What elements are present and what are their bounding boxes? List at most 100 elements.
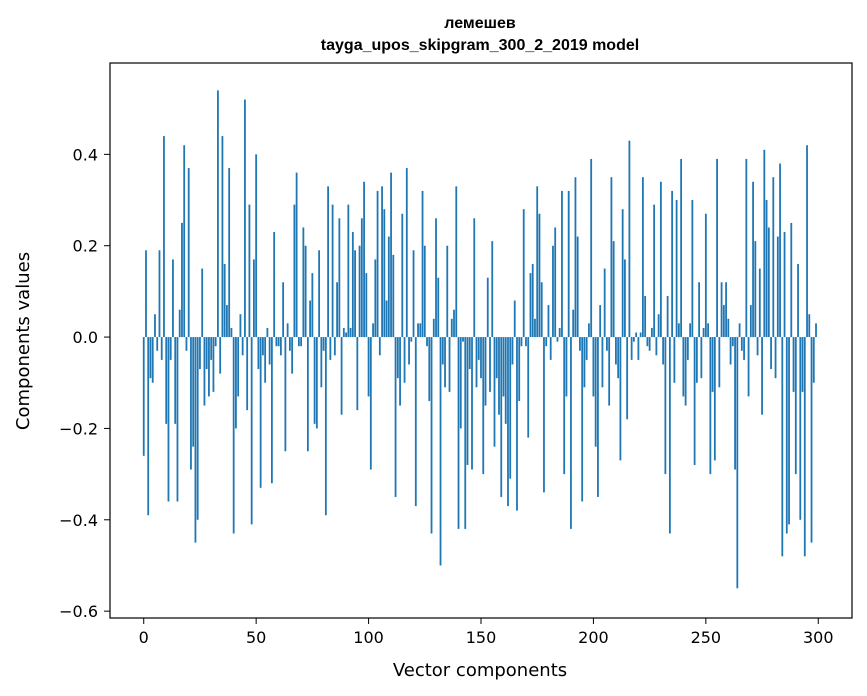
bar	[228, 168, 231, 338]
bar	[727, 318, 730, 338]
x-tick-label: 200	[578, 628, 609, 647]
bar	[704, 213, 707, 338]
bar	[639, 332, 642, 338]
bar	[711, 337, 714, 392]
bar	[282, 282, 285, 338]
bar	[160, 337, 163, 360]
bar	[763, 149, 766, 338]
bar	[383, 209, 386, 338]
bar	[752, 181, 754, 338]
bar	[650, 327, 653, 338]
bar	[689, 323, 692, 338]
bar	[767, 227, 770, 338]
y-tick-label: −0.2	[59, 419, 98, 438]
bar	[288, 337, 291, 351]
bar	[302, 227, 305, 338]
bar	[142, 337, 145, 456]
bar	[502, 337, 505, 397]
bar	[185, 337, 188, 351]
bar	[603, 268, 606, 338]
bar	[743, 337, 745, 360]
bar	[534, 318, 536, 338]
bar	[576, 236, 579, 338]
x-tick-label: 150	[466, 628, 497, 647]
bar	[378, 337, 381, 356]
bar	[489, 337, 491, 392]
bar	[648, 337, 651, 351]
bar	[637, 337, 640, 360]
bar	[446, 245, 449, 338]
bar	[675, 200, 678, 338]
bar	[790, 222, 793, 338]
bar	[522, 209, 525, 338]
bar	[635, 332, 638, 338]
bar	[340, 337, 343, 415]
bar	[615, 337, 617, 365]
bar	[698, 282, 700, 338]
bar	[387, 236, 390, 338]
y-tick-label: 0.4	[73, 145, 98, 164]
bar	[457, 337, 460, 529]
bar	[165, 337, 168, 424]
bar	[588, 323, 590, 338]
bar	[336, 282, 338, 338]
bar	[459, 337, 462, 429]
bar	[286, 323, 289, 338]
bar	[801, 337, 804, 392]
bar	[567, 190, 570, 338]
bar	[201, 268, 204, 338]
bar	[810, 337, 813, 543]
bar	[597, 337, 599, 497]
bar	[372, 323, 374, 338]
bar	[471, 337, 473, 470]
bar	[417, 323, 419, 338]
bar	[253, 259, 255, 338]
bar	[279, 337, 282, 356]
bar	[644, 295, 647, 338]
bar	[154, 314, 156, 338]
bar	[203, 337, 206, 406]
bar	[331, 204, 334, 338]
bar	[803, 337, 806, 557]
bar	[347, 204, 350, 338]
bar	[246, 337, 249, 411]
bar	[633, 337, 635, 342]
bar	[205, 337, 208, 370]
bar	[360, 218, 363, 338]
bar	[565, 337, 568, 397]
bar	[509, 337, 512, 479]
bar	[585, 337, 588, 360]
x-tick-label: 0	[139, 628, 149, 647]
bar	[414, 337, 417, 507]
bar	[300, 337, 303, 347]
bar	[275, 337, 278, 347]
bar	[212, 337, 215, 392]
bar	[396, 337, 399, 379]
bar	[749, 305, 752, 338]
bar	[579, 337, 581, 351]
bar	[765, 200, 768, 338]
y-tick-label: 0.0	[73, 328, 98, 347]
bar	[423, 245, 426, 338]
bar	[806, 145, 808, 338]
bar	[392, 254, 395, 338]
bar	[453, 309, 455, 338]
bar	[702, 327, 705, 338]
bar	[626, 337, 629, 420]
bar	[257, 337, 260, 370]
bar	[345, 332, 347, 338]
bar	[543, 337, 545, 493]
bar	[403, 337, 406, 383]
bar	[797, 263, 799, 338]
bar	[363, 181, 365, 338]
bar	[738, 323, 741, 338]
bar	[475, 337, 478, 388]
bar	[538, 213, 541, 338]
y-tick-label: −0.6	[59, 602, 98, 621]
bar	[394, 337, 397, 497]
bar	[473, 218, 476, 338]
bar	[783, 232, 786, 338]
bar	[412, 250, 415, 338]
bar	[210, 337, 213, 360]
bar	[421, 190, 424, 338]
